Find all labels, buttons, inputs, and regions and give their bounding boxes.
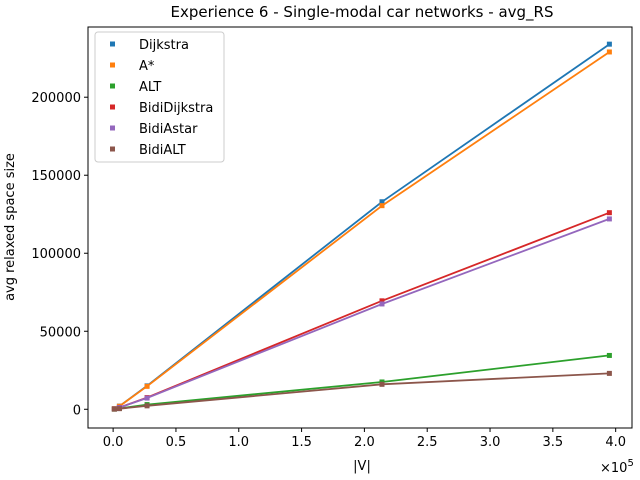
x-tick-label: 0.0 (103, 435, 124, 450)
legend-marker (110, 146, 115, 152)
axes-layer: 0.0 0.5 1.0 1.5 2.0 2.5 3.0 3.5 4.0 0 50000 100000 1… (31, 26, 633, 450)
legend-label: A* (139, 59, 155, 74)
data-point (606, 49, 612, 55)
y-tick-label: 200000 (31, 91, 81, 106)
plot-frame (87, 26, 633, 429)
legend-marker (110, 125, 115, 131)
data-point (379, 199, 385, 205)
y-tick-label: 0 (73, 403, 81, 418)
data-point (144, 383, 150, 389)
x-tick-label: 0.5 (166, 435, 187, 450)
x-scale-base: ×10 (600, 461, 627, 476)
legend-marker (110, 62, 115, 68)
series-bidialt (111, 370, 612, 412)
data-point (606, 210, 612, 216)
y-axis-label: avg relaxed space size (3, 153, 18, 301)
legend-label: Dijkstra (139, 38, 189, 53)
x-scale-multiplier: ×105 (600, 458, 634, 476)
x-tick-label: 1.5 (291, 435, 312, 450)
data-point (379, 298, 385, 304)
x-tick-label: 2.5 (417, 435, 438, 450)
legend-marker (110, 41, 115, 47)
x-tick-label: 2.0 (354, 435, 375, 450)
x-tick-label: 3.5 (543, 435, 564, 450)
x-axis-label: |V| (353, 459, 371, 474)
data-point (379, 203, 385, 209)
data-point (379, 381, 385, 387)
legend-label: BidiDijkstra (139, 101, 213, 116)
y-tick-label: 100000 (31, 247, 81, 262)
legend-label: BidiAstar (139, 122, 198, 137)
legend-box (94, 31, 225, 163)
series-layer (111, 41, 612, 412)
x-scale-exponent: 5 (627, 458, 633, 469)
legend: Dijkstra A* ALT BidiDijkstra BidiAstar BidiAL… (94, 31, 225, 163)
data-point (606, 370, 612, 376)
x-tick-label: 1.0 (228, 435, 249, 450)
chart-title: Experience 6 - Single-modal car networks… (171, 3, 554, 22)
data-point (606, 216, 612, 222)
data-point (379, 301, 385, 307)
data-point (116, 406, 122, 412)
legend-marker (110, 104, 115, 110)
legend-label: BidiALT (139, 143, 186, 158)
data-point (144, 395, 150, 401)
data-point (606, 352, 612, 358)
data-point (111, 406, 117, 412)
data-point (606, 41, 612, 47)
y-tick-label: 150000 (31, 169, 81, 184)
x-tick-label: 3.0 (480, 435, 501, 450)
y-tick-label: 50000 (40, 325, 81, 340)
legend-marker (110, 83, 115, 89)
x-tick-label: 4.0 (605, 435, 626, 450)
data-point (144, 403, 150, 409)
legend-label: ALT (139, 80, 161, 95)
